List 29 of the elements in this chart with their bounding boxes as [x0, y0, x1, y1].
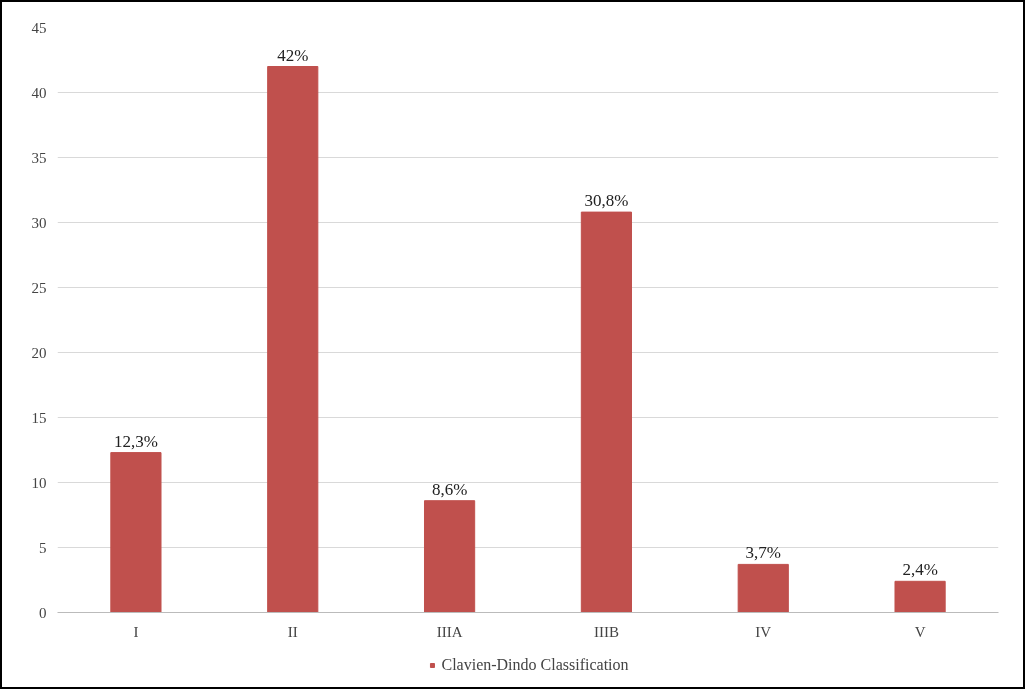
data-label: 42% [277, 45, 309, 65]
y-tick-label: 0 [39, 604, 47, 621]
x-tick-label: IIIB [593, 623, 619, 640]
data-label: 8,6% [431, 479, 468, 499]
legend-label: Clavien-Dindo Classification [441, 655, 629, 674]
data-label: 3,7% [745, 543, 781, 563]
y-tick-label: 10 [31, 474, 47, 491]
y-tick-label: 35 [31, 149, 47, 166]
bar [737, 563, 789, 613]
x-tick-label: IIIA [436, 623, 463, 640]
bar [580, 211, 633, 613]
y-tick-label: 45 [31, 19, 47, 36]
x-tick-label: IV [755, 623, 772, 640]
x-tick-label: V [914, 623, 926, 640]
y-tick-label: 5 [39, 539, 47, 556]
y-tick-label: 15 [31, 409, 47, 426]
bar [267, 66, 319, 613]
x-tick-label: II [287, 623, 298, 640]
bar [110, 452, 162, 613]
data-label: 2,4% [902, 560, 938, 580]
bar [423, 500, 476, 613]
data-label: 30,8% [584, 191, 629, 211]
bar [894, 580, 946, 613]
y-tick-label: 25 [31, 279, 47, 296]
y-tick-label: 30 [31, 214, 47, 231]
y-tick-label: 40 [31, 84, 47, 101]
x-tick-label: I [133, 623, 139, 640]
data-label: 12,3% [113, 431, 158, 451]
y-tick-label: 20 [31, 344, 47, 361]
